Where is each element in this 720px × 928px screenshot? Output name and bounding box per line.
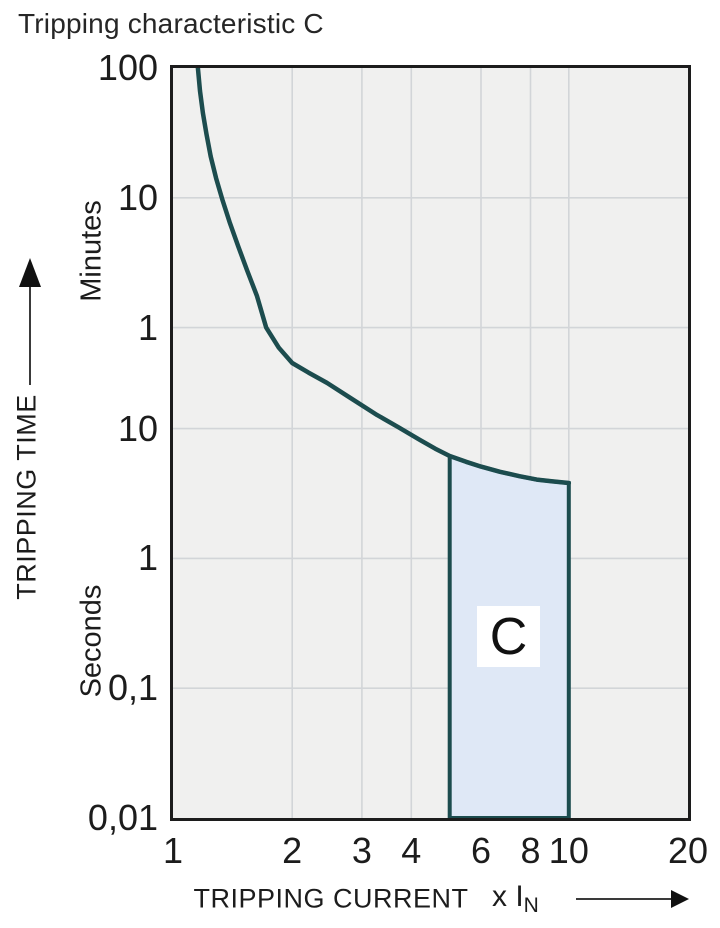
x-tick-label: 3 [351, 830, 372, 871]
y-tick-label: 10 [117, 176, 158, 218]
y-unit-seconds-label: Seconds [75, 584, 108, 698]
plot-area [170, 65, 691, 821]
x-tick-label: 20 [667, 830, 709, 871]
y-axis-caption: TRIPPING TIME [11, 394, 42, 600]
x-tick-label: 10 [548, 830, 589, 871]
y-tick-label: 10 [117, 407, 158, 449]
up-arrow-icon [19, 258, 41, 385]
y-tick-label: 1 [137, 306, 158, 348]
x-tick-label: 6 [471, 830, 492, 871]
x-axis-multiplier-label: x IN [492, 880, 539, 918]
x-tick-label: 8 [520, 830, 541, 871]
x-tick-label: 1 [162, 830, 184, 871]
region-label: C [477, 606, 540, 667]
x-multiplier-text: x I [492, 880, 524, 913]
y-tick-label: 1 [137, 537, 158, 579]
y-tick-label: 0,01 [87, 797, 158, 838]
y-unit-minutes-label: Minutes [75, 200, 108, 302]
x-tick-label: 2 [282, 830, 303, 871]
y-tick-label: 100 [97, 47, 158, 88]
tripping-curve [195, 68, 572, 486]
right-arrow-icon [576, 890, 689, 908]
chart-title: Tripping characteristic C [18, 8, 324, 39]
x-axis-caption: TRIPPING CURRENT [193, 883, 469, 914]
x-tick-label: 4 [401, 830, 422, 871]
chart-plot-svg [173, 68, 688, 818]
y-tick-label: 0,1 [107, 667, 158, 709]
x-multiplier-subscript: N [523, 894, 539, 917]
